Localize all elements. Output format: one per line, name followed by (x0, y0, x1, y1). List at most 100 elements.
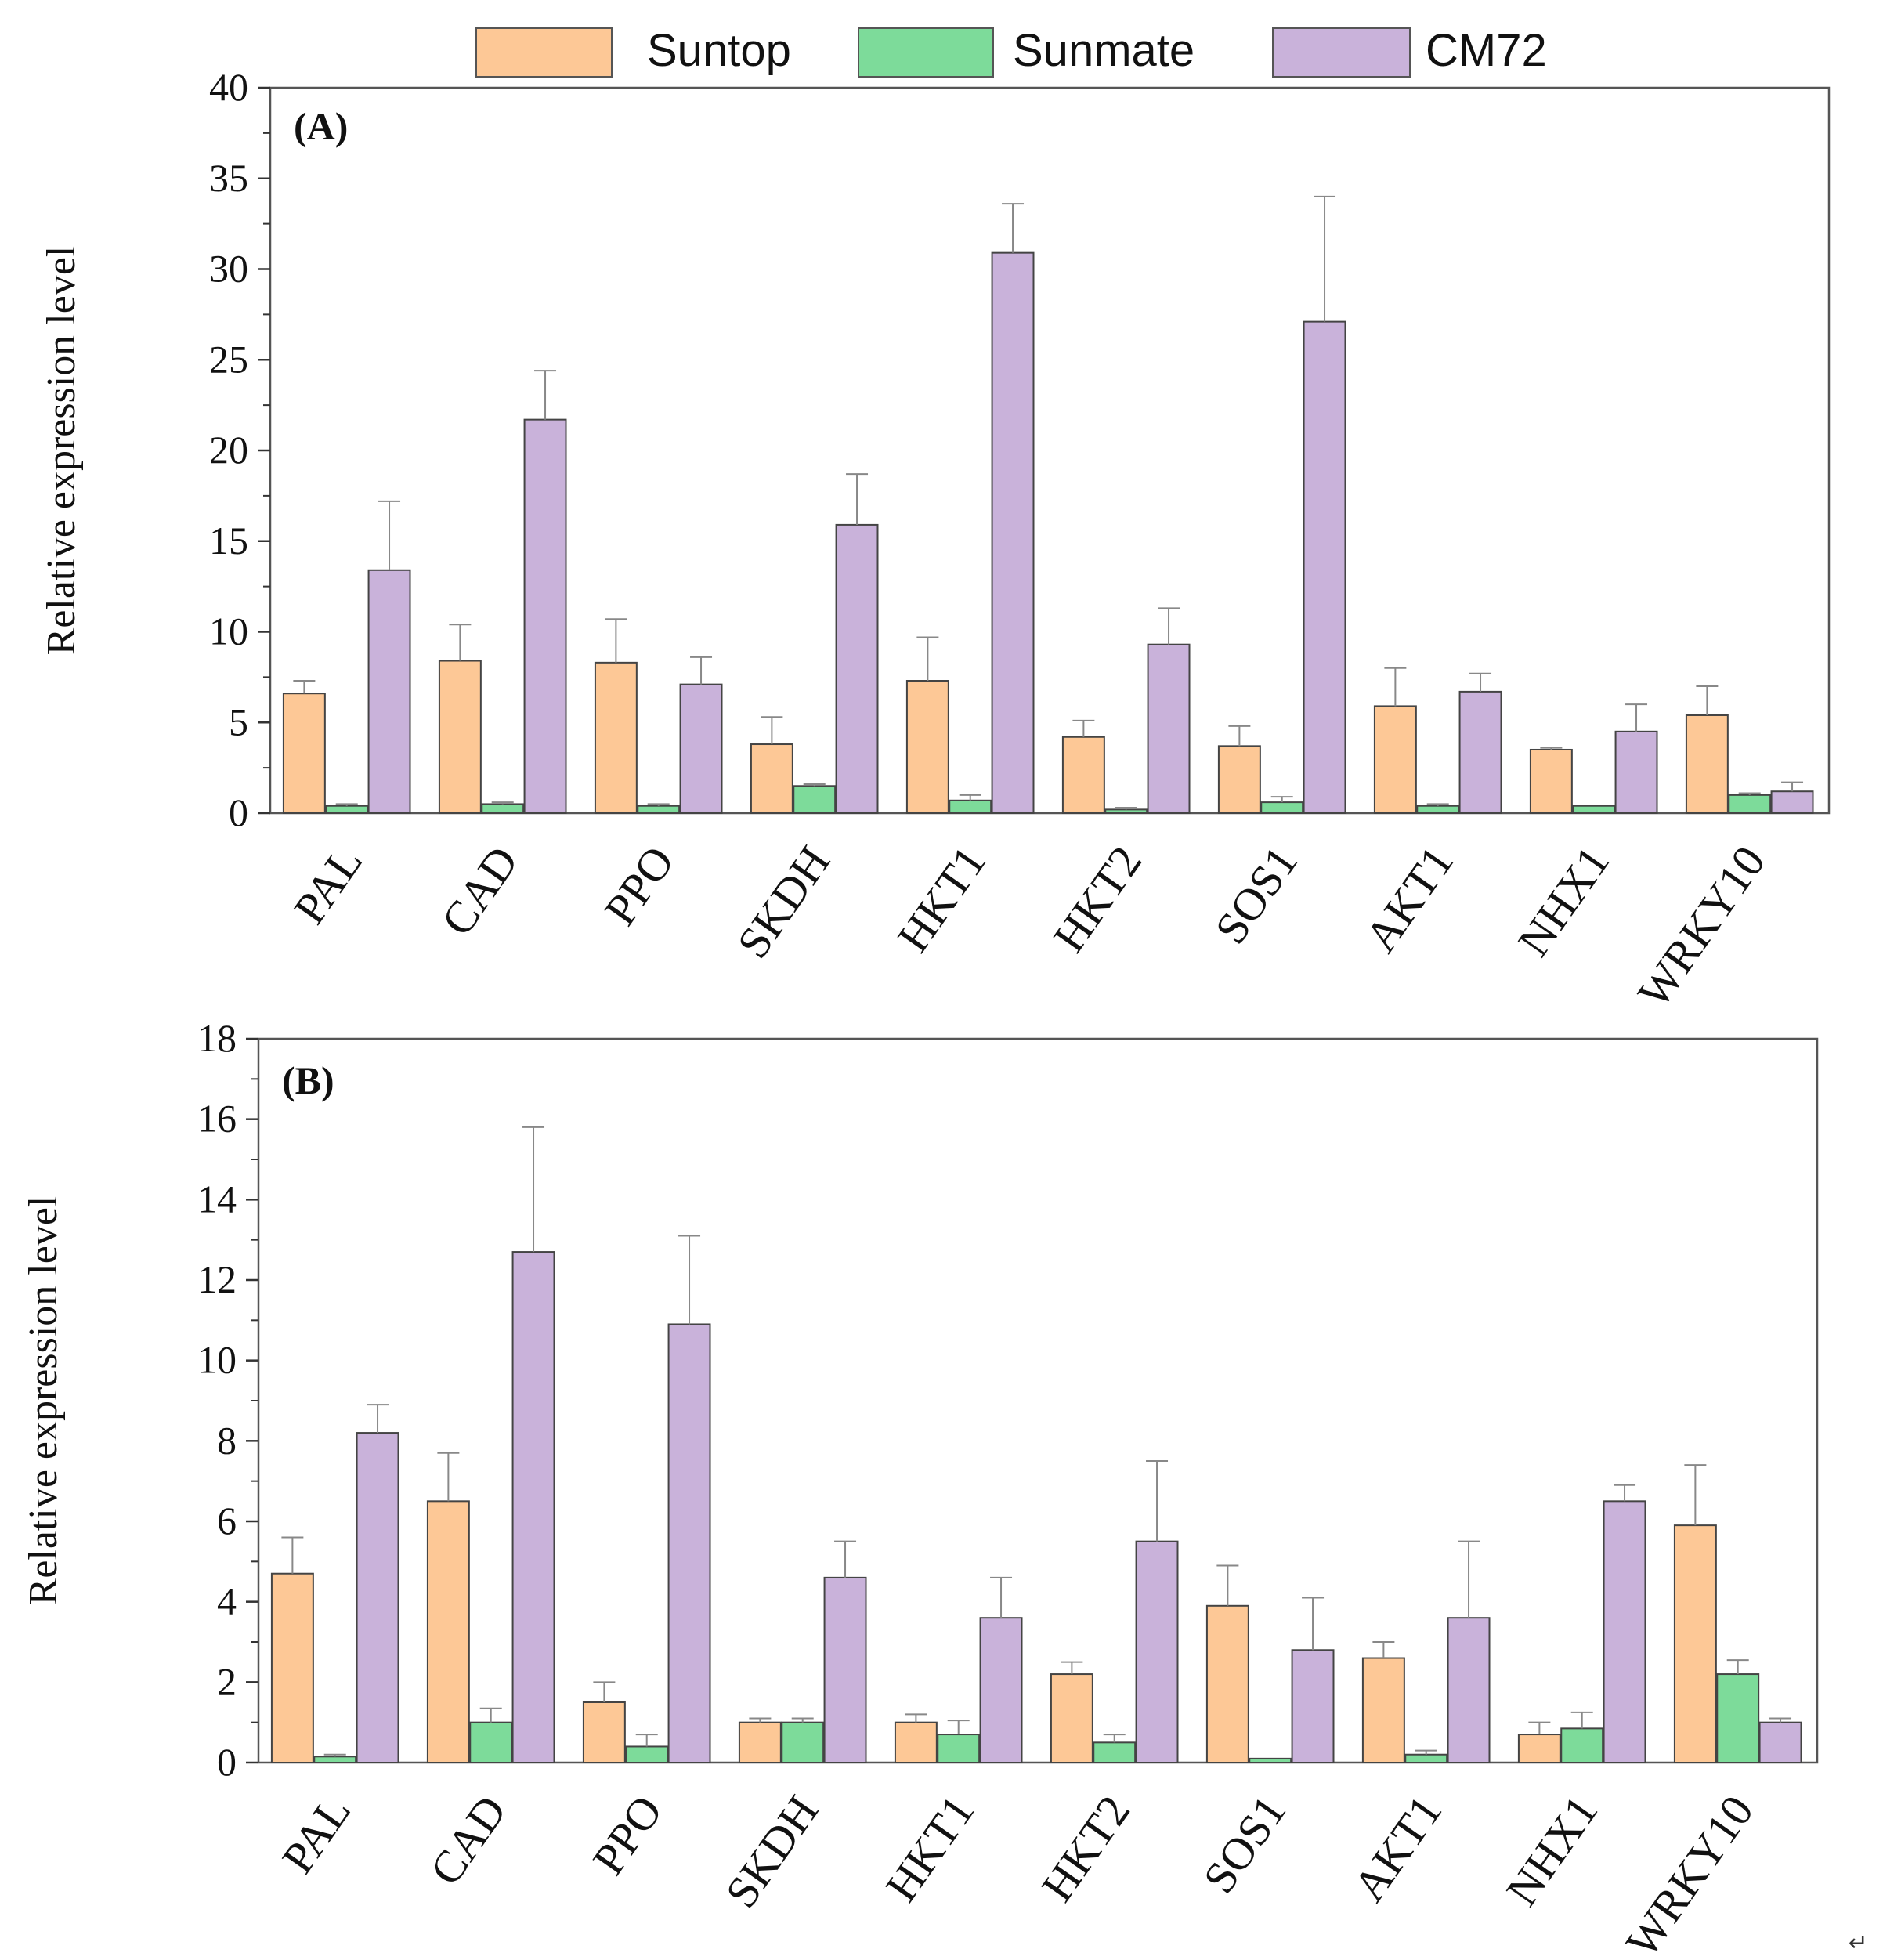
panel-b: 0 2 4 6 8 10 12 14 16 18 Relative expression level… (21, 1016, 1819, 1960)
panel-a-bar-pal-sunmate (325, 805, 369, 814)
panel-b-y-axis-label: Relative expression level (21, 1196, 66, 1606)
panel-b-x-tick-label-skdh: SKDH (715, 1786, 828, 1917)
panel-b-bar-hkt1-suntop (894, 1721, 938, 1764)
panel-b-bar-wrky10-suntop (1673, 1524, 1717, 1763)
panel-a-title: (A) (294, 104, 348, 148)
panel-a-x-tick-label-hkt2: HKT2 (1043, 837, 1151, 961)
panel-b-bar-nhx1-sunmate (1560, 1727, 1604, 1764)
panel-b-bar-akt1-cm72 (1447, 1617, 1491, 1763)
panel-b-bar-wrky10-cm72 (1758, 1721, 1802, 1764)
panel-b-x-tick-label-hkt1: HKT1 (876, 1786, 984, 1911)
panel-a-bar-wrky10-suntop (1685, 714, 1729, 814)
panel-a-bar-hkt2-sunmate (1104, 808, 1148, 814)
panel-a-bar-akt1-cm72 (1458, 690, 1502, 815)
panel-a-bar-akt1-suntop (1373, 705, 1417, 814)
panel-b-y-tick-label: 4 (217, 1579, 237, 1623)
panel-b-bar-cad-cm72 (511, 1251, 555, 1763)
panel-a-bar-cad-suntop (438, 660, 482, 814)
panel-b-x-tick-label-hkt2: HKT2 (1032, 1786, 1140, 1911)
panel-b-x-tick-label-wrky10: WRKY10 (1616, 1786, 1763, 1960)
panel-b-bar-akt1-suntop (1361, 1657, 1405, 1764)
panel-a-y-tick-label: 0 (229, 790, 248, 834)
panel-b-bar-pal-cm72 (356, 1432, 399, 1763)
panel-b-bar-hkt2-suntop (1050, 1673, 1093, 1763)
panel-a: 0 5 10 15 20 25 30 35 40 Relative expression leve… (39, 65, 1831, 1017)
panel-b-bar-sos1-suntop (1205, 1604, 1249, 1764)
legend-swatch-suntop (475, 27, 613, 78)
panel-a-bar-ppo-suntop (594, 661, 638, 814)
panel-a-y-tick-label: 5 (229, 700, 248, 743)
panel-b-bar-ppo-sunmate (625, 1745, 669, 1763)
panel-b-bar-ppo-suntop (582, 1701, 626, 1763)
panel-b-y-tick-label: 12 (197, 1257, 237, 1301)
legend-swatch-sunmate (858, 27, 994, 78)
panel-a-bar-skdh-cm72 (835, 523, 879, 814)
panel-b-bar-skdh-cm72 (823, 1576, 867, 1764)
panel-a-bar-ppo-sunmate (637, 805, 681, 814)
panel-a-y-tick-label: 35 (209, 156, 248, 200)
panel-b-y-tick-label: 18 (197, 1016, 237, 1060)
panel-a-y-tick-label: 10 (209, 609, 248, 653)
panel-b-frame (257, 1037, 1819, 1764)
panel-b-x-tick-label-cad: CAD (420, 1786, 516, 1894)
panel-b-bar-akt1-sunmate (1404, 1753, 1448, 1764)
legend-label-sunmate: Sunmate (1013, 25, 1194, 76)
panel-a-x-tick-label-skdh: SKDH (727, 837, 840, 967)
panel-a-bar-sos1-cm72 (1303, 320, 1346, 814)
panel-b-x-tick-label-akt1: AKT1 (1343, 1786, 1451, 1911)
panel-b-bar-cad-sunmate (469, 1721, 513, 1764)
panel-a-bar-pal-suntop (282, 693, 326, 815)
panel-b-x-tick-label-sos1: SOS1 (1193, 1786, 1296, 1902)
panel-a-y-tick-label: 40 (209, 65, 248, 109)
panel-b-bar-sos1-sunmate (1249, 1757, 1292, 1764)
panel-a-bar-skdh-sunmate (793, 785, 837, 815)
panel-a-x-tick-label-akt1: AKT1 (1355, 837, 1463, 961)
legend: Suntop Sunmate CM72 (475, 25, 1547, 78)
panel-b-y-tick-label: 10 (197, 1338, 237, 1382)
panel-a-bar-pal-cm72 (367, 569, 411, 814)
panel-a-bar-nhx1-sunmate (1572, 805, 1616, 814)
panel-b-bar-pal-suntop (270, 1572, 314, 1763)
corner-mark: ↵ (1849, 1930, 1868, 1956)
panel-a-y-tick-label: 15 (209, 519, 248, 562)
legend-label-cm72: CM72 (1426, 25, 1547, 76)
panel-a-bar-wrky10-sunmate (1728, 794, 1772, 814)
panel-a-bar-sos1-suntop (1217, 745, 1261, 814)
panel-b-bar-hkt1-sunmate (937, 1734, 981, 1763)
panel-a-bar-hkt2-cm72 (1147, 643, 1191, 815)
legend-label-suntop: Suntop (647, 25, 791, 76)
panel-a-bar-cad-sunmate (481, 803, 525, 815)
panel-a-y-tick-label: 20 (209, 428, 248, 472)
panel-b-bar-wrky10-sunmate (1716, 1673, 1760, 1763)
panel-b-bar-skdh-suntop (738, 1721, 782, 1764)
panel-a-x-tick-label-nhx1: NHX1 (1508, 837, 1619, 965)
panel-a-x-tick-label-wrky10: WRKY10 (1628, 837, 1775, 1017)
panel-a-bar-skdh-suntop (750, 743, 793, 815)
panel-b-y-tick-label: 8 (217, 1418, 237, 1462)
panel-a-bar-nhx1-suntop (1529, 748, 1573, 814)
panel-b-y-tick-label: 16 (197, 1097, 237, 1141)
panel-b-y-tick-label: 14 (197, 1177, 237, 1220)
panel-a-bar-hkt1-suntop (905, 680, 949, 814)
panel-a-y-tick-label: 30 (209, 247, 248, 291)
panel-a-bar-cad-cm72 (523, 418, 567, 815)
panel-b-bar-hkt2-sunmate (1093, 1741, 1137, 1763)
panel-a-x-tick-label-hkt1: HKT1 (887, 837, 996, 961)
panel-b-bar-cad-suntop (426, 1500, 470, 1764)
panel-a-y-tick-label: 25 (209, 337, 248, 381)
panel-a-x-tick-label-sos1: SOS1 (1205, 837, 1307, 953)
panel-b-x-tick-label-nhx1: NHX1 (1496, 1786, 1607, 1915)
panel-b-bar-skdh-sunmate (781, 1721, 825, 1764)
panel-a-bar-hkt1-cm72 (991, 251, 1035, 815)
panel-b-y-tick-label: 6 (217, 1499, 237, 1542)
panel-a-x-tick-label-ppo: PPO (595, 837, 684, 934)
legend-swatch-cm72 (1272, 27, 1411, 78)
panel-b-bar-hkt1-cm72 (979, 1617, 1023, 1763)
panel-b-bar-pal-sunmate (313, 1756, 357, 1764)
panel-a-y-axis-label: Relative expression level (39, 246, 84, 656)
panel-b-bar-nhx1-suntop (1517, 1734, 1561, 1763)
panel-b-bar-hkt2-cm72 (1135, 1540, 1179, 1763)
panel-b-bar-sos1-cm72 (1291, 1649, 1335, 1763)
panel-a-x-tick-label-cad: CAD (432, 837, 528, 945)
